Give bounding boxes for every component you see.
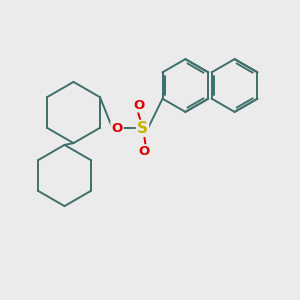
Text: O: O <box>111 122 123 135</box>
Text: O: O <box>134 98 145 112</box>
Text: S: S <box>137 121 148 136</box>
Text: O: O <box>138 145 150 158</box>
